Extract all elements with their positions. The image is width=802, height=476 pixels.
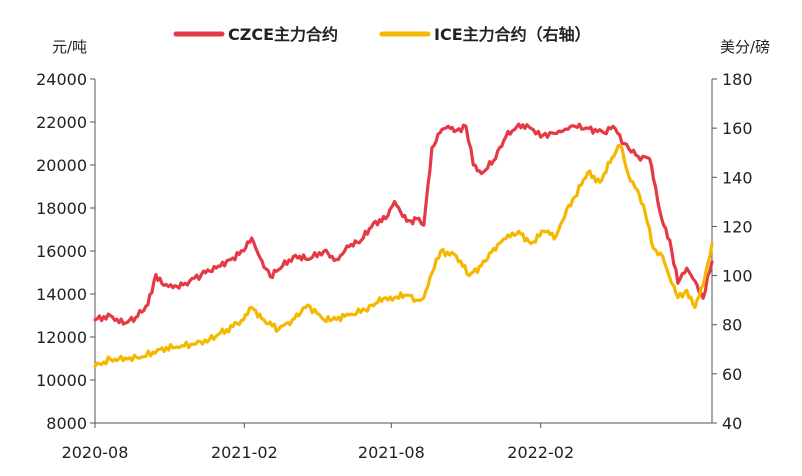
right-tick-label: 60 — [722, 365, 742, 384]
legend-label-czce: CZCE主力合约 — [228, 25, 338, 44]
x-tick-label: 2021-08 — [358, 443, 425, 462]
left-tick-label: 18000 — [36, 199, 87, 218]
right-tick-label: 100 — [722, 267, 753, 286]
right-tick-label: 160 — [722, 119, 753, 138]
left-tick-label: 24000 — [36, 70, 87, 89]
left-tick-label: 10000 — [36, 371, 87, 390]
x-tick-label: 2020-08 — [62, 443, 129, 462]
right-tick-label: 80 — [722, 316, 742, 335]
left-tick-label: 16000 — [36, 242, 87, 261]
right-axis-unit: 美分/磅 — [720, 38, 770, 56]
legend: CZCE主力合约 ICE主力合约（右轴） — [173, 25, 591, 44]
left-tick-label: 8000 — [46, 414, 87, 433]
series-line-ice — [93, 143, 714, 369]
right-tick-label: 140 — [722, 168, 753, 187]
series-layer — [93, 122, 714, 369]
x-tick-label: 2022-02 — [507, 443, 574, 462]
right-tick-label: 40 — [722, 414, 742, 433]
left-tick-label: 20000 — [36, 156, 87, 175]
left-tick-label: 22000 — [36, 113, 87, 132]
left-tick-label: 12000 — [36, 328, 87, 347]
right-tick-label: 180 — [722, 70, 753, 89]
x-tick-label: 2021-02 — [211, 443, 278, 462]
axes: 8000 10000 12000 14000 16000 18000 20000 22000 2… — [36, 70, 752, 462]
right-tick-label: 120 — [722, 217, 753, 236]
legend-label-ice: ICE主力合约（右轴） — [434, 25, 591, 44]
left-tick-label: 14000 — [36, 285, 87, 304]
left-axis-unit: 元/吨 — [52, 38, 87, 56]
series-line-czce — [93, 122, 714, 326]
